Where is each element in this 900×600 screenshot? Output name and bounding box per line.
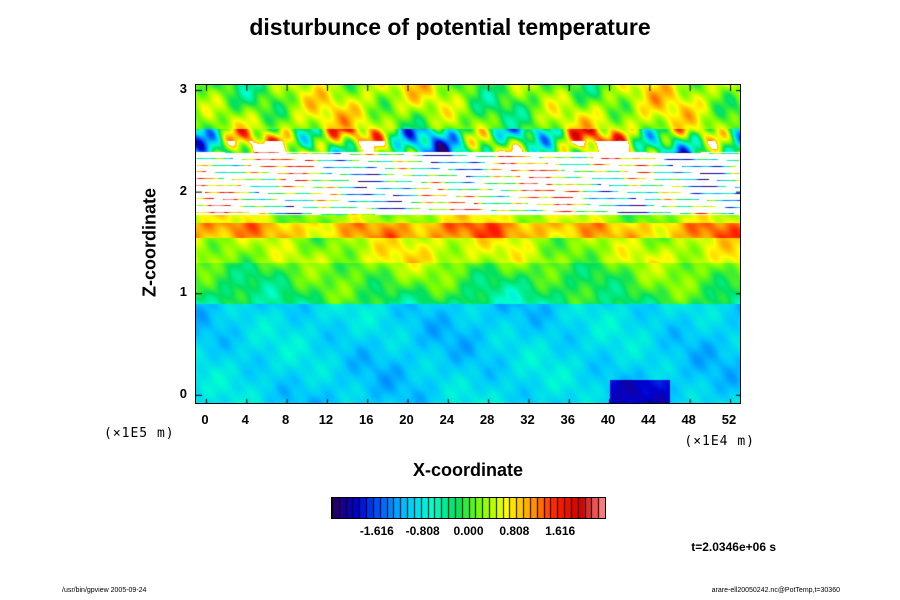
x-axis-label: X-coordinate [412,460,523,480]
y-tick-label: 1 [179,284,187,300]
x-tick-label: 40 [600,412,616,427]
y-tick-label: 2 [179,182,187,198]
x-tick-label: 0 [201,412,209,427]
x-tick-label: 44 [641,412,656,427]
x-tick-label: 12 [318,412,334,427]
colorbar-tick-label: 1.616 [545,524,576,538]
colorbar-tick-label: 0.000 [453,524,484,538]
y-tick-label: 3 [179,81,187,97]
x-tick-label: 20 [399,412,414,427]
x-unit-label: (×1E4 m) [684,434,755,449]
x-tick-label: 36 [560,412,575,427]
colorbar-tick-label: -1.616 [359,524,394,538]
heatmap-canvas [196,85,740,403]
y-tick-label: 0 [179,385,187,401]
chart-title: disturbunce of potential temperature [249,14,651,40]
footer-source: arare-ell20050242.nc@PotTemp,t=30360 [711,587,840,594]
colorbar-tick-label: -0.808 [405,524,440,538]
x-tick-label: 52 [721,412,737,427]
footer-command: /usr/bin/gpview 2005-09-24 [62,587,147,594]
x-tick-label: 16 [358,412,374,427]
colorbar-tick-label: 0.808 [499,524,530,538]
x-tick-label: 28 [479,412,495,427]
x-tick-label: 24 [439,412,455,427]
time-label: t=2.0346e+06 s [691,540,776,554]
y-axis-label: Z-coordinate [139,188,160,298]
x-tick-label: 48 [681,412,696,427]
x-tick-label: 4 [241,412,249,427]
colorbar [331,497,606,519]
plot-area [195,84,741,404]
x-tick-label: 8 [281,412,290,427]
y-unit-label: (×1E5 m) [104,426,175,441]
x-tick-label: 32 [520,412,535,427]
